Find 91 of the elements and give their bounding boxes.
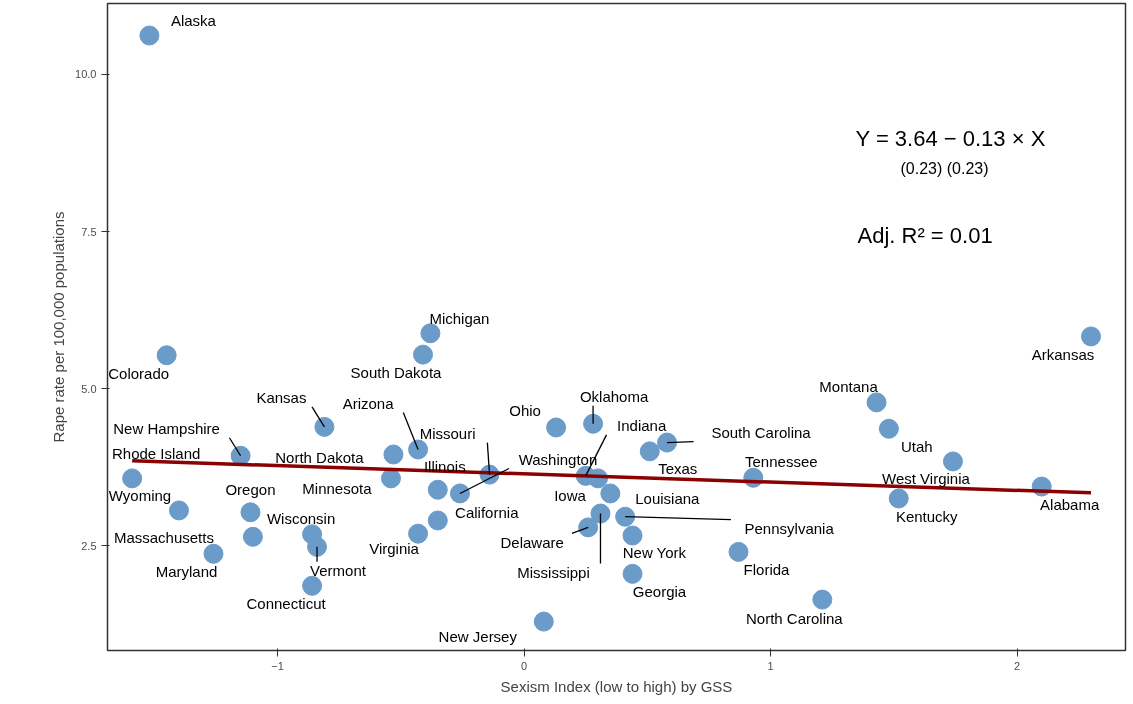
- annotation: South Dakota: [350, 364, 443, 382]
- point: [1080, 326, 1101, 347]
- x-tick-label: 1: [767, 659, 774, 672]
- point: [600, 483, 621, 504]
- y-axis-title: Rape rate per 100,000 populations: [50, 211, 68, 443]
- annotation: Wisconsin: [266, 509, 336, 527]
- annotation: Delaware: [500, 533, 564, 551]
- annotation: Georgia: [632, 583, 687, 601]
- point: [427, 479, 448, 500]
- point: [168, 500, 189, 521]
- point: [383, 444, 404, 465]
- annotation: Tennessee: [745, 453, 818, 471]
- annotation: Rhode Island: [111, 444, 201, 462]
- y-tick-label: 2.5: [81, 539, 97, 552]
- annotation: Mississippi: [517, 564, 590, 582]
- point: [812, 589, 833, 610]
- point: [242, 526, 263, 547]
- annotation: North Carolina: [745, 610, 844, 628]
- point: [203, 543, 224, 564]
- annotation: New York: [622, 544, 687, 562]
- point: [240, 502, 261, 523]
- point: [314, 416, 335, 437]
- annotation: Florida: [743, 561, 791, 579]
- point: [546, 417, 567, 438]
- annotation: Arkansas: [1031, 345, 1095, 363]
- point: [156, 345, 177, 366]
- annotation: Louisiana: [635, 489, 701, 507]
- annotation: New Jersey: [438, 628, 518, 646]
- annotation: Vermont: [310, 562, 367, 580]
- annotation: Alabama: [1040, 496, 1100, 514]
- point: [615, 506, 636, 527]
- annotation: Colorado: [108, 364, 170, 382]
- annotation: Wyoming: [108, 486, 172, 504]
- x-tick-label: 0: [521, 659, 528, 672]
- annotation: West Virginia: [882, 469, 971, 487]
- point: [122, 468, 143, 489]
- annotation: Massachusetts: [113, 529, 214, 547]
- x-tick-label: −1: [271, 659, 284, 672]
- annotation: Arizona: [342, 394, 395, 412]
- annotation: Adj. R² = 0.01: [857, 223, 993, 248]
- point: [866, 392, 887, 413]
- annotation: Maryland: [155, 563, 218, 581]
- annotation: Michigan: [429, 309, 490, 327]
- point: [942, 451, 963, 472]
- annotation: Y = 3.64 − 0.13 × X: [855, 126, 1046, 151]
- point: [533, 611, 554, 632]
- point: [413, 344, 434, 365]
- point: [578, 517, 599, 538]
- point: [728, 541, 749, 562]
- annotation: Oregon: [225, 480, 276, 498]
- annotation: Kansas: [256, 389, 307, 407]
- y-tick-label: 10.0: [75, 68, 97, 81]
- point: [139, 25, 160, 46]
- annotation: California: [455, 503, 520, 521]
- annotation: Virginia: [369, 540, 420, 558]
- point: [302, 575, 323, 596]
- annotation: Alaska: [170, 12, 217, 30]
- x-axis-title: Sexism Index (low to high) by GSS: [500, 677, 733, 695]
- annotation: Minnesota: [302, 479, 373, 497]
- annotation: Pennsylvania: [744, 520, 835, 538]
- annotation: South Carolina: [711, 424, 812, 442]
- point: [583, 413, 604, 434]
- annotation: New Hampshire: [113, 420, 220, 438]
- point: [622, 525, 643, 546]
- annotation: Oklahoma: [579, 388, 649, 406]
- point: [427, 510, 448, 531]
- annotation: Connecticut: [246, 595, 327, 613]
- x-tick-label: 2: [1013, 659, 1021, 672]
- point: [380, 468, 401, 489]
- annotation: Utah: [901, 438, 933, 456]
- point: [408, 439, 429, 460]
- y-tick-label: 7.5: [81, 225, 97, 238]
- point: [657, 432, 678, 453]
- point: [639, 441, 660, 462]
- annotation: North Dakota: [275, 449, 365, 467]
- y-tick-label: 5.0: [81, 382, 97, 395]
- point: [622, 563, 643, 584]
- annotation: (0.23) (0.23): [900, 160, 989, 177]
- point: [408, 523, 429, 544]
- annotation: Texas: [658, 459, 698, 477]
- annotation: Ohio: [509, 402, 541, 419]
- point: [878, 418, 899, 439]
- annotation: Montana: [819, 377, 879, 395]
- point: [590, 503, 611, 524]
- annotation: Indiana: [617, 417, 667, 435]
- point: [307, 536, 328, 557]
- annotation: Missouri: [419, 425, 476, 443]
- point: [449, 483, 470, 504]
- point: [888, 488, 909, 509]
- annotation: Kentucky: [895, 507, 959, 525]
- annotation: Iowa: [554, 486, 587, 504]
